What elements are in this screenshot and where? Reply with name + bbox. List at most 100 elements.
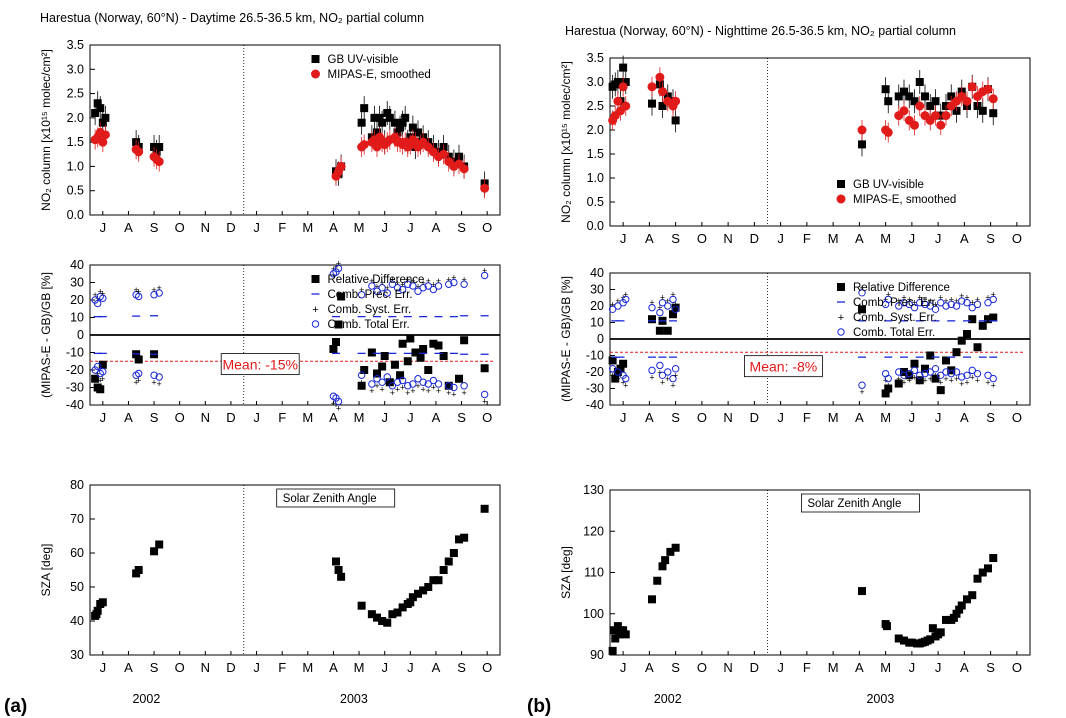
- point-syst-err: +: [917, 377, 922, 387]
- x-tick-label: O: [482, 660, 492, 675]
- point-total-err: [373, 375, 381, 383]
- legend-label: Relative Difference: [853, 282, 950, 294]
- point-gb: [671, 543, 680, 552]
- point-syst-err: +: [333, 400, 338, 410]
- x-tick-label: J: [407, 660, 414, 675]
- point-total-err: [648, 366, 656, 375]
- point-syst-err: +: [390, 274, 395, 284]
- x-tick-label: D: [750, 660, 759, 675]
- legend-label: GB UV-visible: [328, 54, 399, 66]
- panel-a-bot: J A S O N D J F M A M J J A S O 30 40 50 60 70 80 SZA [deg] Sol…: [39, 478, 501, 706]
- x-tick-label: S: [986, 231, 995, 246]
- point-gb: [915, 376, 924, 385]
- y-tick-label: 50: [70, 580, 84, 594]
- point-total-err: [984, 371, 992, 379]
- legend-label: GB UV-visible: [853, 179, 924, 191]
- y-axis-label: SZA [deg]: [39, 544, 53, 597]
- point-gb: [968, 315, 977, 324]
- y-tick-label: 3.0: [67, 62, 84, 76]
- point-gb: [989, 554, 998, 563]
- x-tick-label: O: [697, 660, 707, 675]
- point-gb: [434, 341, 443, 350]
- point-gb: [383, 618, 392, 627]
- point-syst-err: +: [482, 397, 487, 407]
- point-gb: [367, 610, 376, 619]
- point-total-err: [99, 368, 107, 376]
- x-tick-label: A: [645, 231, 654, 246]
- point-syst-err: +: [943, 296, 948, 306]
- y-tick-label: 10: [70, 311, 84, 325]
- point-gb: [390, 118, 399, 127]
- point-syst-err: +: [98, 287, 103, 297]
- point-syst-err: +: [92, 372, 97, 382]
- point-total-err: [937, 371, 945, 379]
- point-total-err: [434, 282, 443, 290]
- point-gb: [858, 140, 866, 149]
- point-gb: [380, 352, 389, 360]
- point-gb: [619, 63, 628, 72]
- x-tick-label: J: [407, 410, 414, 425]
- x-tick-label: O: [482, 220, 492, 235]
- point-total-err: [368, 282, 376, 290]
- point-syst-err: +: [859, 387, 864, 397]
- x-tick-label: A: [124, 410, 133, 425]
- title-b: Harestua (Norway, 60°N) - Nighttime 26.5…: [565, 24, 956, 38]
- x-tick-label: J: [935, 410, 942, 425]
- x-tick-label: A: [432, 410, 441, 425]
- point-total-err: [947, 369, 955, 378]
- x-tick-label: J: [100, 660, 107, 675]
- x-tick-label: D: [226, 410, 235, 425]
- y-tick-label: 70: [70, 512, 84, 526]
- x-tick-label: A: [645, 660, 654, 675]
- point-gb: [957, 601, 966, 610]
- point-total-err: [958, 373, 966, 381]
- y-tick-label: 110: [584, 566, 604, 580]
- x-tick-label: J: [935, 660, 942, 675]
- point-syst-err: +: [673, 299, 678, 309]
- point-gb: [460, 336, 469, 345]
- point-total-err: [900, 371, 908, 379]
- x-tick-label: J: [620, 660, 627, 675]
- legend-symbol: [311, 55, 320, 63]
- x-tick-label: F: [803, 660, 811, 675]
- point-gb: [661, 556, 670, 565]
- point-gb: [134, 566, 143, 574]
- point-syst-err: +: [336, 259, 341, 269]
- point-total-err: [614, 368, 622, 376]
- x-tick-label: O: [697, 231, 707, 246]
- legend-box: [276, 488, 396, 508]
- x-tick-label: A: [329, 410, 338, 425]
- point-syst-err: +: [331, 398, 336, 408]
- legend-label: Comb. Syst. Err.: [853, 312, 937, 324]
- point-total-err: [414, 375, 422, 383]
- point-gb: [398, 118, 407, 127]
- point-total-err: [656, 308, 664, 317]
- point-total-err: [383, 289, 391, 297]
- point-total-err: [434, 380, 443, 388]
- legend-label: Comb. Prec. Err.: [328, 289, 413, 301]
- point-syst-err: +: [436, 276, 441, 286]
- x-tick-label: S: [671, 660, 680, 675]
- point-gb: [455, 374, 463, 383]
- point-syst-err: +: [896, 374, 901, 384]
- point-syst-err: +: [100, 374, 105, 384]
- point-total-err: [393, 284, 402, 292]
- y-tick-label: 3.5: [587, 51, 604, 65]
- point-total-err: [155, 289, 163, 297]
- mean-box: [220, 353, 300, 376]
- x-tick-label: O: [482, 410, 492, 425]
- point-gb: [609, 626, 618, 635]
- point-syst-err: +: [985, 377, 990, 387]
- point-total-err: [450, 383, 458, 392]
- point-total-err: [429, 376, 438, 385]
- point-gb: [385, 378, 394, 387]
- point-gb: [416, 353, 425, 362]
- axes-frame: [609, 489, 1031, 656]
- point-gb: [952, 348, 961, 357]
- point-syst-err: +: [157, 283, 162, 293]
- y-tick-label: 2.5: [587, 99, 604, 113]
- point-syst-err: +: [912, 372, 917, 382]
- point-total-err: [984, 299, 992, 307]
- x-tick-label: O: [175, 660, 185, 675]
- legend-symbol: [836, 194, 846, 204]
